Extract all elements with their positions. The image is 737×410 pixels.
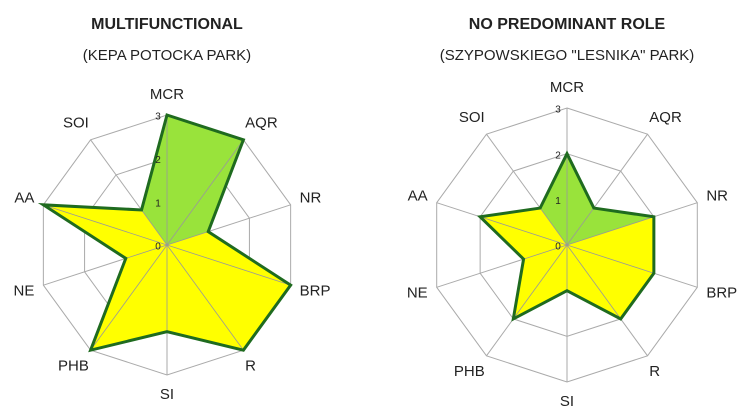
r-tick-label: 3 (155, 112, 161, 123)
r-tick-label: 1 (555, 196, 561, 207)
inner-spoke (43, 204, 168, 246)
inner-spoke (90, 244, 168, 351)
r-tick-label: 2 (155, 155, 161, 166)
category-label: SI (560, 393, 574, 410)
r-tick-label: 0 (155, 242, 161, 253)
category-label: MCR (150, 86, 184, 103)
inner-spoke (166, 244, 244, 351)
inner-spoke (523, 244, 568, 260)
chart-subtitle: (SZYPOWSKIEGO "LESNIKA" PARK) (440, 47, 695, 64)
inner-spoke (539, 207, 568, 246)
chart-subtitle: (KEPA POTOCKA PARK) (83, 47, 251, 64)
category-label: SI (160, 386, 174, 403)
inner-spoke (566, 244, 654, 274)
radar-outline (37, 113, 293, 353)
radar-outline (476, 150, 656, 322)
r-tick-label: 3 (555, 105, 561, 116)
chart-title: MULTIFUNCTIONAL (91, 16, 243, 33)
category-label: AQR (649, 109, 682, 126)
category-label: BRP (300, 282, 331, 299)
inner-spoke (166, 244, 291, 286)
inner-spoke (512, 244, 568, 320)
category-label: NE (407, 284, 428, 301)
r-tick-label: 0 (555, 242, 561, 253)
inner-spoke (166, 139, 244, 246)
inner-spoke (566, 244, 622, 320)
category-label: BRP (706, 284, 737, 301)
chart-title: NO PREDOMINANT ROLE (469, 16, 666, 33)
area-green (540, 153, 654, 245)
inner-spoke (566, 216, 654, 246)
inner-spoke (166, 231, 209, 246)
category-label: AA (14, 190, 34, 207)
inner-spoke (480, 216, 568, 246)
r-tick-label: 1 (155, 198, 161, 209)
category-label: R (649, 363, 660, 380)
category-label: NR (300, 190, 322, 207)
category-label: AQR (245, 115, 278, 132)
category-label: MCR (550, 79, 584, 96)
category-label: SOI (459, 109, 485, 126)
category-label: AA (408, 187, 428, 204)
inner-spoke (125, 244, 168, 259)
inner-spoke (141, 209, 168, 246)
category-label: R (245, 357, 256, 374)
category-label: NE (13, 282, 34, 299)
category-label: PHB (58, 357, 89, 374)
category-label: SOI (63, 115, 89, 132)
inner-spoke (566, 207, 595, 246)
r-tick-label: 2 (555, 150, 561, 161)
category-label: NR (706, 187, 728, 204)
category-label: PHB (454, 363, 485, 380)
